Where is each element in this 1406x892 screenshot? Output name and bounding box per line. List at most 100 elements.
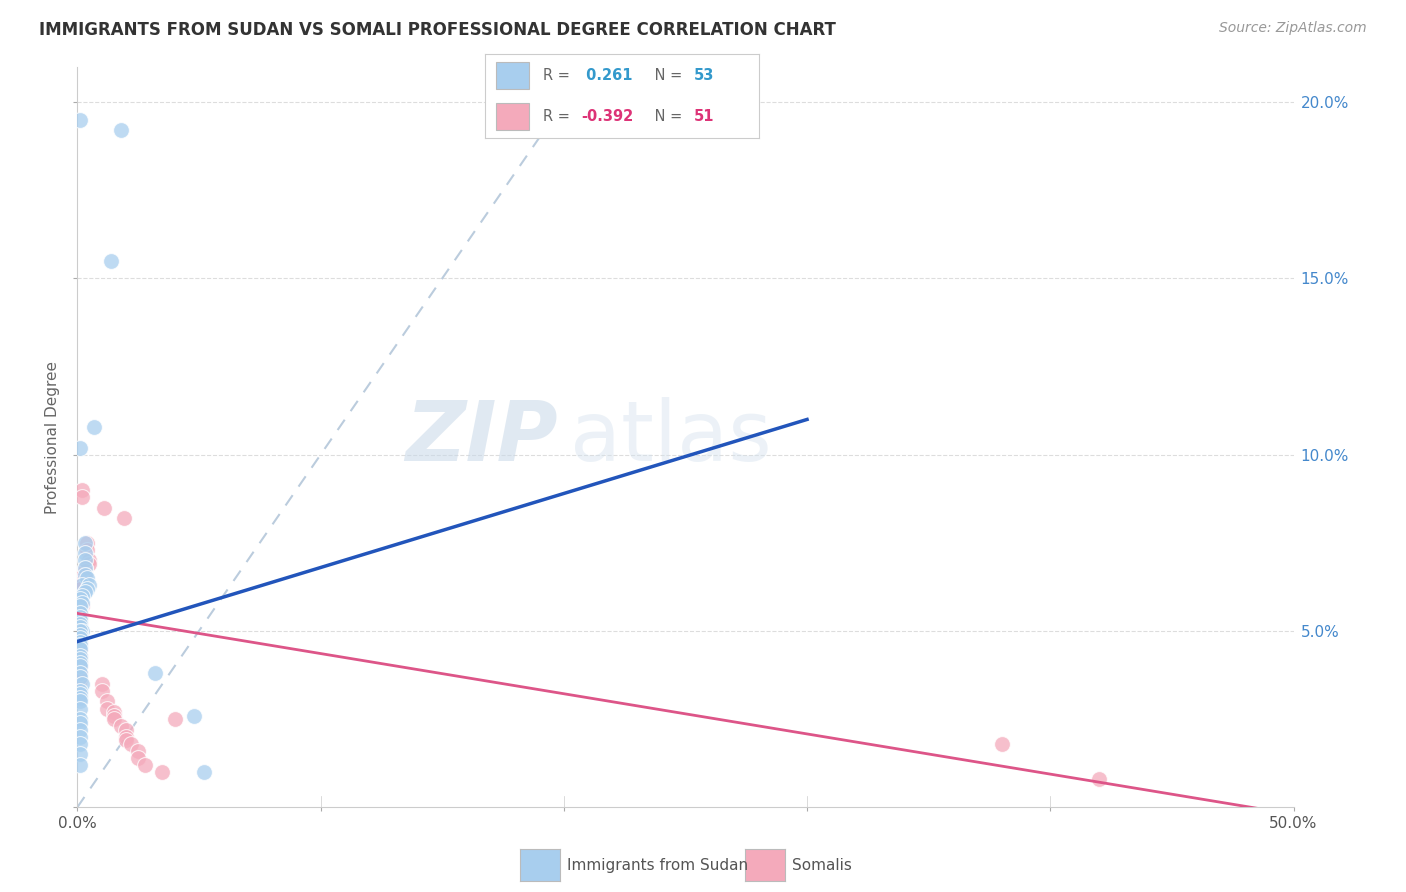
Point xyxy=(69,616,91,631)
Text: N =: N = xyxy=(650,109,686,124)
Point xyxy=(143,666,166,681)
Point xyxy=(69,684,91,698)
Point xyxy=(69,603,91,617)
Point xyxy=(70,574,93,589)
Point xyxy=(70,599,93,614)
Point xyxy=(69,631,91,645)
Point xyxy=(69,659,91,673)
Point xyxy=(73,553,96,567)
Text: atlas: atlas xyxy=(569,397,772,477)
Point xyxy=(69,666,91,681)
Point xyxy=(69,627,91,641)
Bar xyxy=(496,103,529,130)
Point xyxy=(1088,772,1111,786)
Point xyxy=(134,758,156,772)
Point xyxy=(69,112,91,127)
Point xyxy=(70,483,93,497)
Point xyxy=(69,599,91,614)
Point xyxy=(70,490,93,504)
Point xyxy=(79,553,101,567)
Point xyxy=(115,723,138,737)
Point xyxy=(69,747,91,762)
Point xyxy=(69,589,91,603)
Point xyxy=(76,542,98,557)
Point xyxy=(69,614,91,628)
Point xyxy=(83,419,105,434)
Point xyxy=(110,719,132,733)
Point xyxy=(69,694,91,708)
Point xyxy=(152,764,174,779)
Text: -0.392: -0.392 xyxy=(581,109,633,124)
Point xyxy=(69,641,91,656)
Text: 51: 51 xyxy=(693,109,714,124)
Point xyxy=(69,620,91,634)
Point xyxy=(69,596,91,610)
Point xyxy=(73,567,96,582)
Point xyxy=(120,737,142,751)
Point xyxy=(69,656,91,670)
Point xyxy=(73,546,96,560)
Point xyxy=(69,648,91,663)
Point xyxy=(69,723,91,737)
Text: R =: R = xyxy=(543,68,574,83)
Y-axis label: Professional Degree: Professional Degree xyxy=(45,360,60,514)
Point xyxy=(69,620,91,634)
Point xyxy=(127,751,149,765)
Point xyxy=(183,708,205,723)
Point xyxy=(127,744,149,758)
Point xyxy=(69,659,91,673)
Point xyxy=(90,677,112,691)
Point xyxy=(76,536,98,550)
Bar xyxy=(496,62,529,89)
Point xyxy=(69,758,91,772)
Point xyxy=(100,253,122,268)
Point xyxy=(69,607,91,621)
Point xyxy=(69,673,91,688)
Point xyxy=(69,638,91,652)
Text: Somalis: Somalis xyxy=(792,858,852,872)
Point xyxy=(69,624,91,638)
Point xyxy=(69,607,91,621)
Text: ZIP: ZIP xyxy=(405,397,558,477)
Point xyxy=(90,684,112,698)
Point xyxy=(76,582,98,596)
Point xyxy=(73,560,96,574)
Point xyxy=(112,511,135,525)
Text: Immigrants from Sudan: Immigrants from Sudan xyxy=(567,858,748,872)
Point xyxy=(69,641,91,656)
Point xyxy=(69,634,91,648)
Point xyxy=(69,610,91,624)
Point xyxy=(103,705,125,719)
Point xyxy=(163,712,186,726)
Point xyxy=(73,564,96,578)
Point xyxy=(70,596,93,610)
Point xyxy=(69,656,91,670)
Point xyxy=(79,557,101,571)
Point xyxy=(69,701,91,715)
Point xyxy=(73,585,96,599)
Point xyxy=(70,589,93,603)
Point xyxy=(76,571,98,585)
Point xyxy=(69,712,91,726)
Point xyxy=(69,688,91,702)
Point xyxy=(69,666,91,681)
Point xyxy=(69,730,91,744)
Point xyxy=(69,715,91,730)
Point xyxy=(69,571,91,585)
Point xyxy=(69,578,91,592)
Point xyxy=(69,592,91,607)
Point xyxy=(115,730,138,744)
Point xyxy=(69,652,91,666)
Point xyxy=(69,624,91,638)
Point xyxy=(110,123,132,137)
Point xyxy=(73,536,96,550)
Text: N =: N = xyxy=(650,68,686,83)
Point xyxy=(70,677,93,691)
Point xyxy=(69,582,91,596)
Text: Source: ZipAtlas.com: Source: ZipAtlas.com xyxy=(1219,21,1367,35)
Point xyxy=(70,578,93,592)
Point xyxy=(69,631,91,645)
Point xyxy=(69,616,91,631)
Point xyxy=(990,737,1012,751)
Point xyxy=(69,634,91,648)
